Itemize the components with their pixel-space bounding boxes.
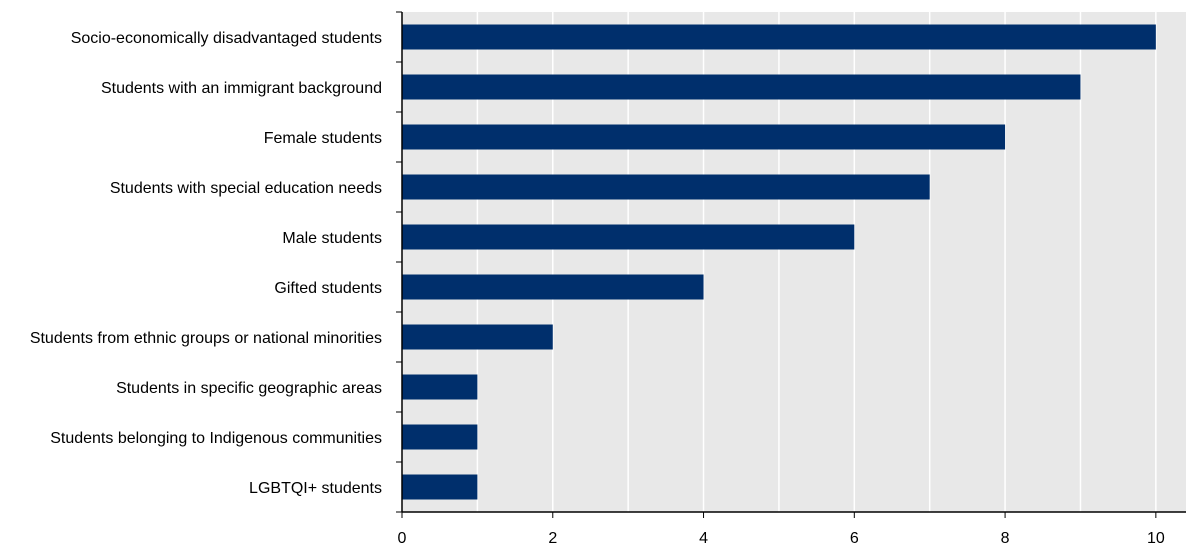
category-label: Students with an immigrant background <box>101 80 382 97</box>
bar <box>402 224 855 250</box>
x-tick-label: 0 <box>398 530 407 547</box>
bar <box>402 424 478 450</box>
category-labels: Socio-economically disadvantaged student… <box>30 30 382 497</box>
bar <box>402 74 1081 100</box>
category-label: Female students <box>264 130 382 147</box>
bar <box>402 274 704 300</box>
bar <box>402 374 478 400</box>
category-label: Socio-economically disadvantaged student… <box>71 30 382 47</box>
x-tick-label: 10 <box>1147 530 1165 547</box>
category-label: Students with special education needs <box>110 180 382 197</box>
category-label: Students belonging to Indigenous communi… <box>50 430 382 447</box>
x-tick-label: 8 <box>1001 530 1010 547</box>
x-tick-labels: 0 2 4 6 8 10 <box>398 530 1165 547</box>
category-label: Male students <box>282 230 382 247</box>
bars <box>402 24 1156 500</box>
bar <box>402 474 478 500</box>
bar <box>402 174 930 200</box>
category-label: Students in specific geographic areas <box>116 380 382 397</box>
bar <box>402 324 553 350</box>
category-label: LGBTQI+ students <box>249 480 382 497</box>
x-tick-label: 6 <box>850 530 859 547</box>
bar <box>402 24 1156 50</box>
axes <box>396 11 1186 518</box>
category-label: Gifted students <box>274 280 382 297</box>
category-label: Students from ethnic groups or national … <box>30 330 382 347</box>
x-tick-label: 2 <box>548 530 557 547</box>
x-tick-label: 4 <box>699 530 708 547</box>
bar <box>402 124 1006 150</box>
